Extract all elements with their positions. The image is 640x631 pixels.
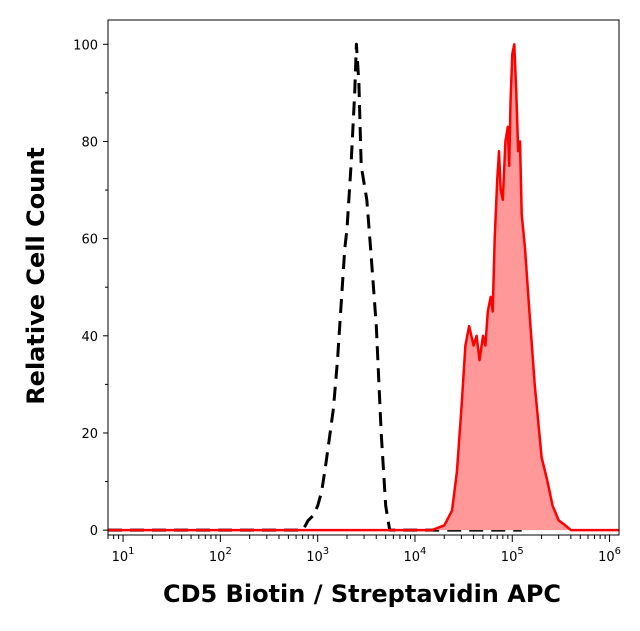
series-layer [108, 42, 619, 532]
x-tick-label: 106 [598, 546, 621, 565]
x-tick-label: 104 [404, 546, 427, 565]
x-tick-label: 101 [112, 546, 135, 565]
y-tick-label: 80 [81, 135, 98, 150]
series-line-1 [108, 43, 619, 532]
series-line-0 [108, 42, 522, 532]
y-tick-label: 60 [81, 233, 98, 248]
x-tick-label: 102 [209, 546, 232, 565]
series-fill-1 [108, 44, 619, 531]
y-tick-label: 20 [81, 427, 98, 442]
y-tick-label: 40 [81, 330, 98, 345]
plot-frame [107, 19, 620, 536]
x-tick-label: 105 [501, 546, 524, 565]
y-axis-title: Relative Cell Count [22, 147, 50, 405]
x-tick-label: 103 [306, 546, 329, 565]
y-tick-label: 100 [73, 38, 98, 53]
x-axis-title: CD5 Biotin / Streptavidin APC [163, 580, 561, 608]
y-tick-label: 0 [90, 524, 98, 539]
axes-layer: 0 20 40 60 80 100 101 102 103 104 105 106 [73, 19, 621, 565]
